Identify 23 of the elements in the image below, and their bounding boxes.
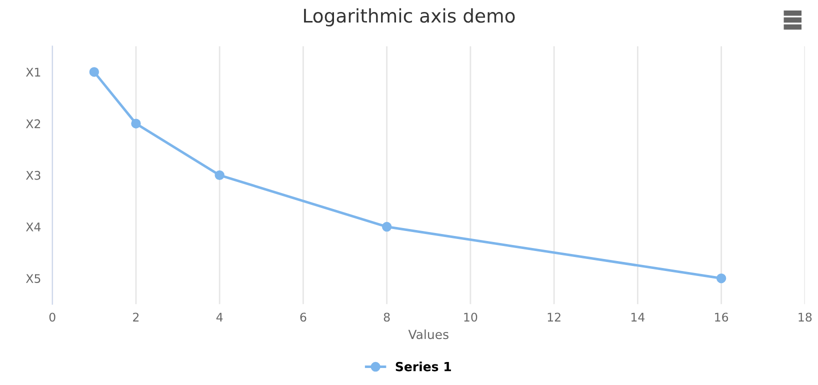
point (716, 273, 726, 284)
x-tick-label: 4 (216, 312, 223, 322)
x-tick-label: 6 (300, 312, 306, 322)
legend-label: Series 1 (396, 362, 451, 372)
y-tick-label: X3 (26, 170, 40, 180)
x-tick-label: 2 (133, 312, 139, 322)
point (382, 222, 392, 232)
y-tick-label: X4 (26, 222, 41, 232)
x-tick-label: 18 (798, 312, 812, 322)
x-tick-label: 10 (464, 312, 478, 322)
x-tick-label: 16 (715, 312, 728, 322)
y-tick-label: X1 (26, 68, 40, 76)
x-axis-title: Values (408, 329, 448, 340)
chart-title: Logarithmic axis demo (304, 8, 515, 26)
y-tick-label: X5 (26, 274, 40, 284)
point (89, 67, 100, 77)
x-tick-label: 12 (548, 312, 560, 322)
x-tick-label: 0 (49, 312, 56, 322)
point (131, 118, 141, 128)
point (214, 170, 224, 180)
x-tick-label: 14 (631, 312, 645, 322)
x-tick-label: 8 (384, 312, 390, 322)
y-tick-label: X2 (26, 119, 40, 128)
